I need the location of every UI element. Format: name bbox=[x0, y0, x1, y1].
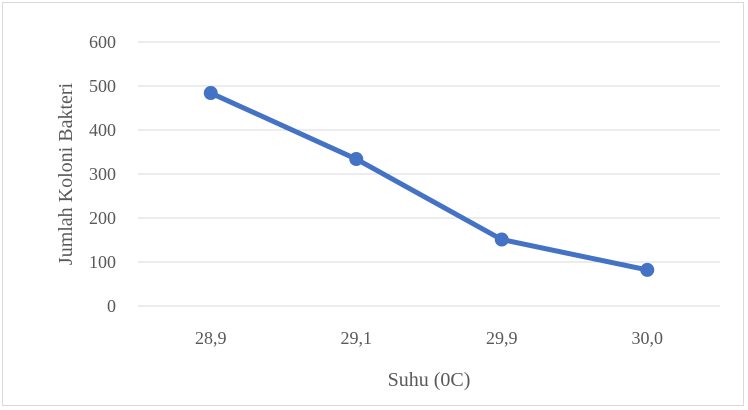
x-tick-labels: 28,9 29,1 29,9 30,0 bbox=[195, 328, 663, 348]
data-point bbox=[203, 86, 218, 101]
data-point bbox=[640, 262, 655, 277]
x-tick-label: 30,0 bbox=[632, 328, 664, 348]
x-tick-label: 28,9 bbox=[195, 328, 227, 348]
x-axis-title: Suhu (0C) bbox=[388, 369, 471, 391]
y-tick-label: 500 bbox=[89, 76, 116, 96]
y-tick-label: 0 bbox=[107, 296, 116, 316]
x-tick-label: 29,9 bbox=[486, 328, 518, 348]
y-tick-label: 400 bbox=[89, 120, 116, 140]
y-tick-label: 100 bbox=[89, 252, 116, 272]
data-point bbox=[349, 152, 364, 167]
grid-lines bbox=[138, 41, 720, 307]
y-tick-label: 600 bbox=[89, 32, 116, 52]
y-axis-title: Jumlah Koloni Bakteri bbox=[55, 82, 77, 265]
y-tick-labels: 0 100 200 300 400 500 600 bbox=[89, 32, 116, 316]
data-point bbox=[494, 232, 509, 247]
x-tick-label: 29,1 bbox=[341, 328, 373, 348]
series-group bbox=[203, 86, 655, 277]
y-tick-label: 200 bbox=[89, 208, 116, 228]
chart-frame bbox=[2, 2, 744, 406]
y-tick-label: 300 bbox=[89, 164, 116, 184]
series-line bbox=[208, 90, 650, 273]
